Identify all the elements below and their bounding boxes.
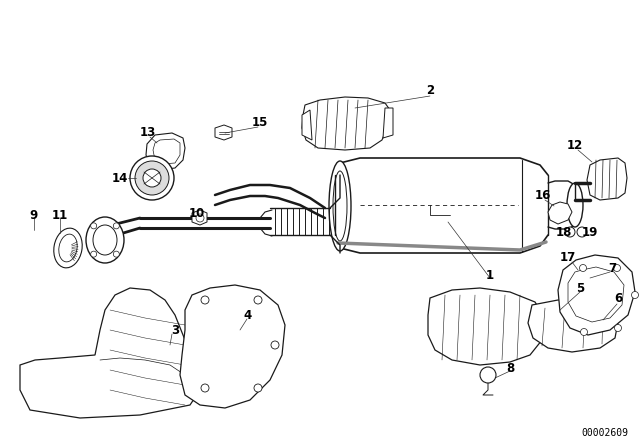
Circle shape [577, 227, 587, 237]
Polygon shape [428, 288, 545, 365]
Polygon shape [215, 125, 232, 140]
Text: 15: 15 [252, 116, 268, 129]
Ellipse shape [333, 171, 347, 241]
Polygon shape [146, 133, 185, 170]
Text: 5: 5 [576, 281, 584, 294]
Circle shape [271, 341, 279, 349]
Ellipse shape [59, 234, 77, 262]
Text: 6: 6 [614, 292, 622, 305]
Text: 16: 16 [535, 189, 551, 202]
Circle shape [632, 292, 639, 298]
Text: 10: 10 [189, 207, 205, 220]
Text: 11: 11 [52, 208, 68, 221]
Polygon shape [180, 285, 285, 408]
Circle shape [254, 296, 262, 304]
Polygon shape [568, 267, 624, 322]
Text: 9: 9 [30, 208, 38, 221]
Circle shape [113, 251, 119, 257]
Text: 4: 4 [244, 309, 252, 322]
Text: 2: 2 [426, 83, 434, 96]
Polygon shape [528, 300, 618, 352]
Circle shape [254, 384, 262, 392]
Text: 1: 1 [486, 268, 494, 281]
Ellipse shape [54, 228, 82, 268]
Text: 8: 8 [506, 362, 514, 375]
Ellipse shape [135, 161, 169, 195]
Circle shape [91, 223, 97, 229]
Polygon shape [153, 139, 180, 164]
Circle shape [580, 328, 588, 336]
Circle shape [113, 223, 119, 229]
Text: 14: 14 [112, 172, 128, 185]
Text: 3: 3 [171, 323, 179, 336]
Circle shape [579, 264, 586, 271]
Circle shape [565, 227, 575, 237]
Polygon shape [570, 268, 594, 286]
Polygon shape [548, 202, 572, 224]
Text: 13: 13 [140, 125, 156, 138]
Text: 17: 17 [560, 250, 576, 263]
Ellipse shape [329, 161, 351, 251]
Polygon shape [587, 158, 627, 200]
Ellipse shape [567, 183, 583, 227]
Circle shape [480, 367, 496, 383]
Ellipse shape [143, 169, 161, 187]
Text: 7: 7 [608, 262, 616, 275]
Ellipse shape [130, 156, 174, 200]
Circle shape [196, 214, 204, 222]
Polygon shape [192, 210, 207, 225]
Polygon shape [383, 108, 393, 138]
Polygon shape [20, 288, 200, 418]
Text: 19: 19 [582, 225, 598, 238]
Text: 12: 12 [567, 138, 583, 151]
Polygon shape [558, 255, 635, 335]
Ellipse shape [86, 217, 124, 263]
Polygon shape [302, 97, 390, 150]
Polygon shape [302, 110, 312, 140]
Circle shape [91, 251, 97, 257]
Circle shape [201, 384, 209, 392]
Text: 18: 18 [556, 225, 572, 238]
Circle shape [201, 296, 209, 304]
Ellipse shape [93, 225, 117, 255]
Circle shape [614, 324, 621, 332]
Text: 00002609: 00002609 [581, 428, 628, 438]
Circle shape [614, 264, 621, 271]
